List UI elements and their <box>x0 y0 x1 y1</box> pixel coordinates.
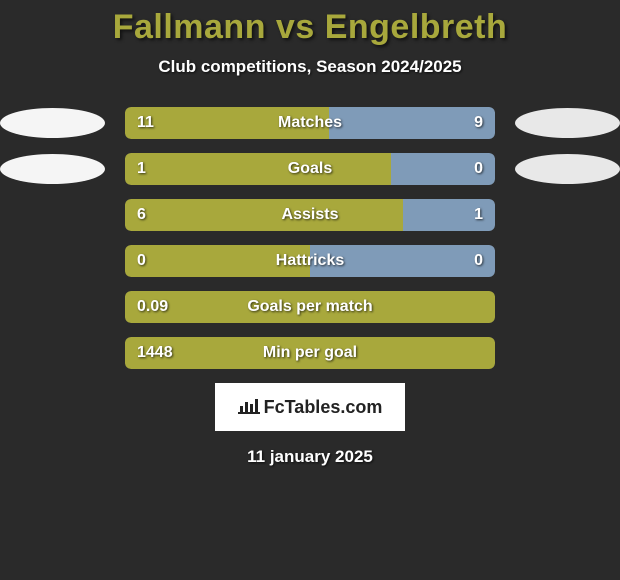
stat-row: 1448 Min per goal <box>0 337 620 369</box>
stats-area: 11 9 Matches 1 0 Goals 6 1 Assists 0 0 Hattricks 0.0… <box>0 107 620 369</box>
stat-bar-track: 0 0 Hattricks <box>125 245 495 277</box>
stat-label: Assists <box>282 206 339 224</box>
logo-text: FcTables.com <box>264 397 383 418</box>
stat-row: 1 0 Goals <box>0 153 620 185</box>
stat-bar-track: 1448 Min per goal <box>125 337 495 369</box>
stat-bar-left <box>125 153 391 185</box>
stat-bar-track: 6 1 Assists <box>125 199 495 231</box>
stat-label: Min per goal <box>263 344 357 362</box>
player-left-oval <box>0 108 105 138</box>
stat-value-left: 1448 <box>137 344 173 362</box>
stat-value-left: 0.09 <box>137 298 168 316</box>
stat-value-left: 0 <box>137 252 146 270</box>
stat-value-right: 1 <box>474 206 483 224</box>
comparison-infographic: Fallmann vs Engelbreth Club competitions… <box>0 0 620 467</box>
stat-row: 0 0 Hattricks <box>0 245 620 277</box>
stat-bar-track: 1 0 Goals <box>125 153 495 185</box>
stat-label: Goals per match <box>247 298 372 316</box>
logo: FcTables.com <box>238 396 383 419</box>
stat-value-left: 6 <box>137 206 146 224</box>
player-right-oval <box>515 154 620 184</box>
title-player-right: Engelbreth <box>325 8 508 46</box>
stat-value-left: 1 <box>137 160 146 178</box>
stat-label: Matches <box>278 114 342 132</box>
title-vs: vs <box>276 8 315 46</box>
title-player-left: Fallmann <box>113 8 266 46</box>
stat-bar-left <box>125 199 403 231</box>
date: 11 january 2025 <box>0 447 620 467</box>
stat-label: Goals <box>288 160 332 178</box>
title: Fallmann vs Engelbreth <box>0 8 620 47</box>
stat-label: Hattricks <box>276 252 344 270</box>
stat-value-left: 11 <box>137 114 154 132</box>
player-left-oval <box>0 154 105 184</box>
subtitle: Club competitions, Season 2024/2025 <box>0 57 620 77</box>
player-right-oval <box>515 108 620 138</box>
chart-icon <box>238 396 260 419</box>
stat-row: 11 9 Matches <box>0 107 620 139</box>
stat-bar-track: 11 9 Matches <box>125 107 495 139</box>
stat-value-right: 0 <box>474 160 483 178</box>
logo-box: FcTables.com <box>215 383 405 431</box>
stat-value-right: 0 <box>474 252 483 270</box>
stat-value-right: 9 <box>474 114 483 132</box>
stat-bar-track: 0.09 Goals per match <box>125 291 495 323</box>
stat-row: 0.09 Goals per match <box>0 291 620 323</box>
stat-bar-right <box>329 107 496 139</box>
stat-row: 6 1 Assists <box>0 199 620 231</box>
